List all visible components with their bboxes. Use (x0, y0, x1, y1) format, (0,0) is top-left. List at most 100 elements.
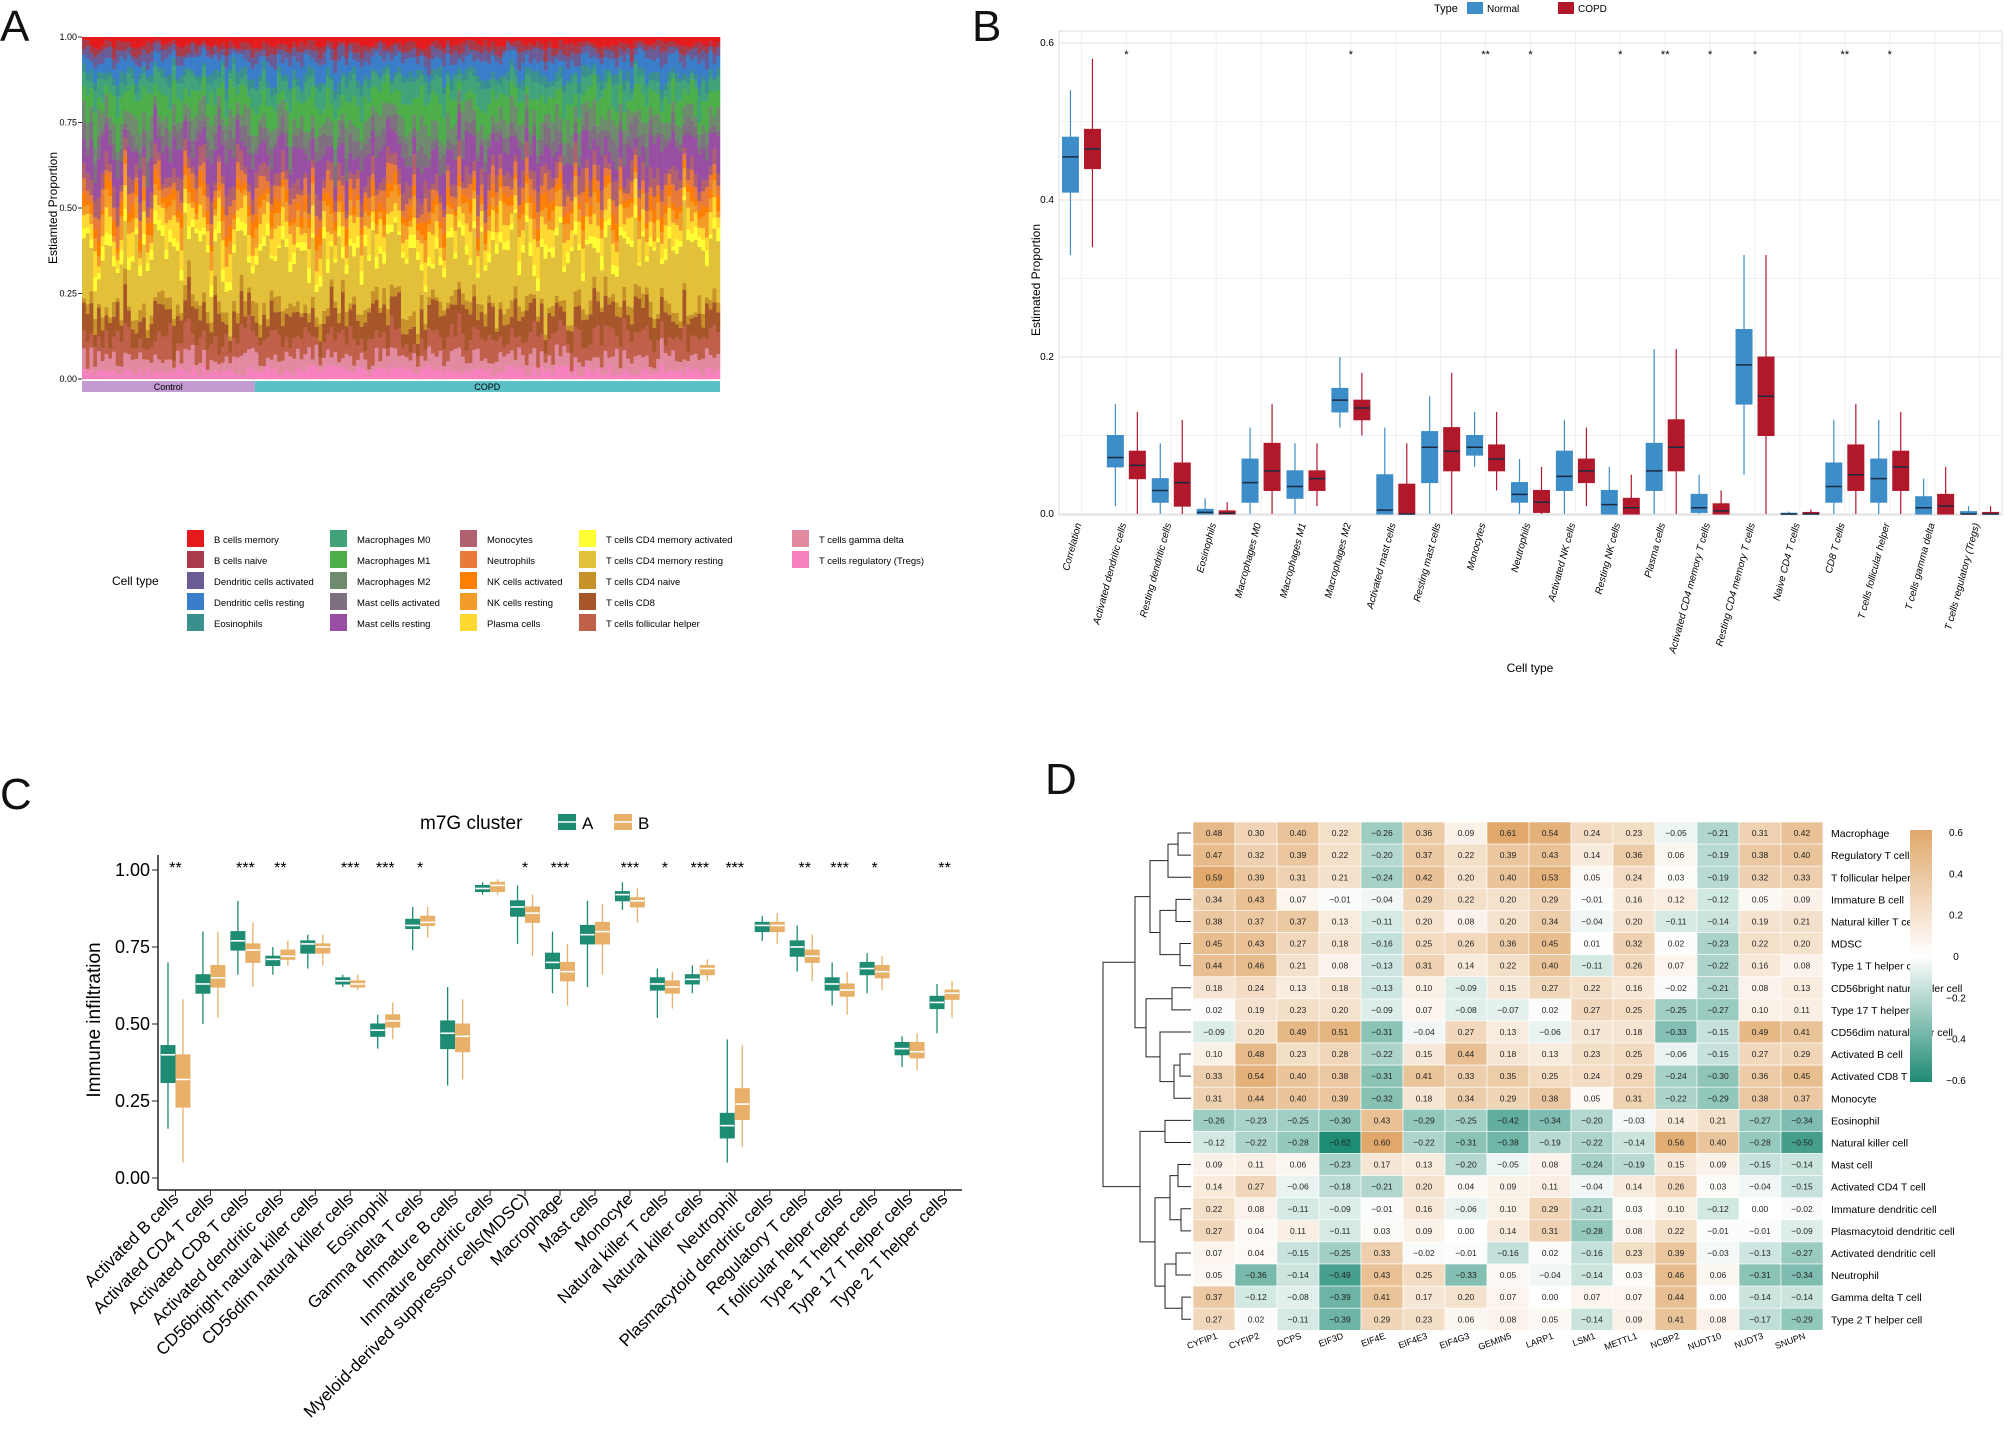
heatmap-cell-value: −0.21 (1581, 1204, 1603, 1214)
stacked-bar-segment (254, 336, 259, 353)
stacked-bar-segment (412, 195, 417, 218)
stacked-bar-segment (532, 37, 537, 46)
stacked-bar-segment (258, 223, 263, 245)
stacked-bar-segment (314, 84, 319, 88)
heatmap-cell-value: 0.11 (1794, 1005, 1810, 1015)
stacked-bar-segment (318, 219, 323, 229)
stacked-bar-segment (385, 233, 390, 310)
heatmap-cell-value: 0.22 (1752, 939, 1769, 949)
stacked-bar-segment (401, 63, 405, 76)
stacked-bar-segment (622, 43, 627, 53)
stacked-bar-segment (701, 190, 706, 206)
stacked-bar-segment (280, 179, 285, 188)
stacked-bar-segment (209, 58, 214, 75)
stacked-bar-segment (708, 49, 713, 70)
heatmap-cell-value: 0.05 (1584, 1093, 1601, 1103)
stacked-bar-segment (569, 352, 574, 372)
stacked-bar-segment (352, 37, 357, 43)
stacked-bar-segment (652, 143, 657, 179)
stacked-bar-segment (363, 197, 368, 212)
heatmap-cell-value: 0.26 (1458, 939, 1475, 949)
stacked-bar-segment (280, 346, 285, 361)
stacked-bar-segment (566, 343, 571, 353)
stacked-bar-segment (521, 89, 526, 102)
stacked-bar-segment (618, 37, 623, 42)
stacked-bar-segment (104, 353, 109, 373)
box-cluster-a (405, 918, 421, 930)
stacked-bar-segment (269, 46, 274, 54)
stacked-bar-segment (558, 118, 563, 132)
stacked-bar-segment (446, 213, 451, 232)
stacked-bar-segment (280, 226, 285, 240)
stacked-bar-segment (247, 97, 252, 109)
stacked-bar-segment (626, 199, 631, 208)
stacked-bar-segment (588, 205, 593, 217)
stacked-bar-segment (476, 319, 481, 330)
stacked-bar-segment (648, 211, 653, 222)
stacked-bar-segment (517, 274, 522, 307)
stacked-bar-segment (419, 235, 424, 244)
significance-label: ** (938, 860, 950, 877)
heatmap-cell-value: 0.31 (1542, 1226, 1559, 1236)
stacked-bar-segment (506, 137, 511, 155)
stacked-bar-segment (322, 179, 327, 188)
heatmap-cell-value: −0.21 (1371, 1182, 1393, 1192)
stacked-bar-segment (190, 306, 195, 334)
heatmap-cell-value: 0.41 (1668, 1314, 1685, 1324)
heatmap-dendrogram (1102, 832, 1191, 1320)
stacked-bar-segment (100, 112, 105, 131)
stacked-bar-segment (247, 234, 252, 257)
panel-a-ytick: 0.25 (59, 289, 77, 299)
stacked-bar-segment (130, 136, 135, 152)
stacked-bar-segment (258, 51, 263, 57)
stacked-bar-segment (82, 85, 86, 101)
stacked-bar-segment (539, 210, 544, 217)
stacked-bar-segment (584, 37, 589, 41)
stacked-bar-segment (412, 311, 417, 327)
stacked-bar-segment (434, 75, 439, 95)
stacked-bar-segment (138, 100, 143, 135)
stacked-bar-segment (674, 371, 679, 380)
dendrogram-branch (1149, 860, 1168, 933)
stacked-bar-segment (577, 155, 582, 168)
stacked-bar-segment (476, 238, 481, 251)
stacked-bar-segment (637, 374, 642, 380)
stacked-bar-segment (483, 358, 488, 372)
stacked-bar-segment (277, 37, 282, 45)
stacked-bar-segment (209, 250, 214, 271)
stacked-bar-segment (487, 216, 492, 231)
stacked-bar-segment (641, 74, 646, 94)
box-cluster-b (245, 943, 261, 963)
stacked-bar-segment (648, 72, 653, 81)
heatmap-cell-value: 0.27 (1584, 1005, 1601, 1015)
stacked-bar-segment (250, 255, 255, 267)
stacked-bar-segment (562, 44, 567, 55)
stacked-bar-segment (663, 172, 668, 185)
stacked-bar-segment (521, 342, 526, 356)
stacked-bar-segment (431, 89, 436, 120)
stacked-bar-segment (160, 207, 165, 226)
stacked-bar-segment (573, 37, 578, 46)
stacked-bar-segment (370, 71, 375, 88)
heatmap-cell-value: −0.15 (1707, 1049, 1729, 1059)
stacked-bar-segment (329, 41, 334, 49)
stacked-bar-segment (389, 102, 394, 117)
stacked-bar-segment (378, 246, 383, 254)
stacked-bar-segment (247, 90, 252, 98)
stacked-bar-segment (476, 369, 481, 380)
stacked-bar-segment (194, 90, 199, 115)
stacked-bar-segment (160, 203, 165, 208)
stacked-bar-segment (164, 359, 169, 375)
heatmap-cell-value: −0.06 (1455, 1204, 1477, 1214)
dendrogram-branch (1177, 832, 1191, 856)
stacked-bar-segment (123, 149, 128, 157)
stacked-bar-segment (220, 144, 225, 176)
stacked-bar-segment (461, 304, 466, 334)
significance-label: ** (1841, 49, 1850, 61)
stacked-bar-segment (393, 132, 398, 153)
stacked-bar-segment (693, 42, 698, 48)
stacked-bar-segment (592, 63, 597, 69)
stacked-bar-segment (273, 69, 278, 88)
stacked-bar-segment (97, 48, 102, 54)
stacked-bar-segment (547, 251, 552, 308)
